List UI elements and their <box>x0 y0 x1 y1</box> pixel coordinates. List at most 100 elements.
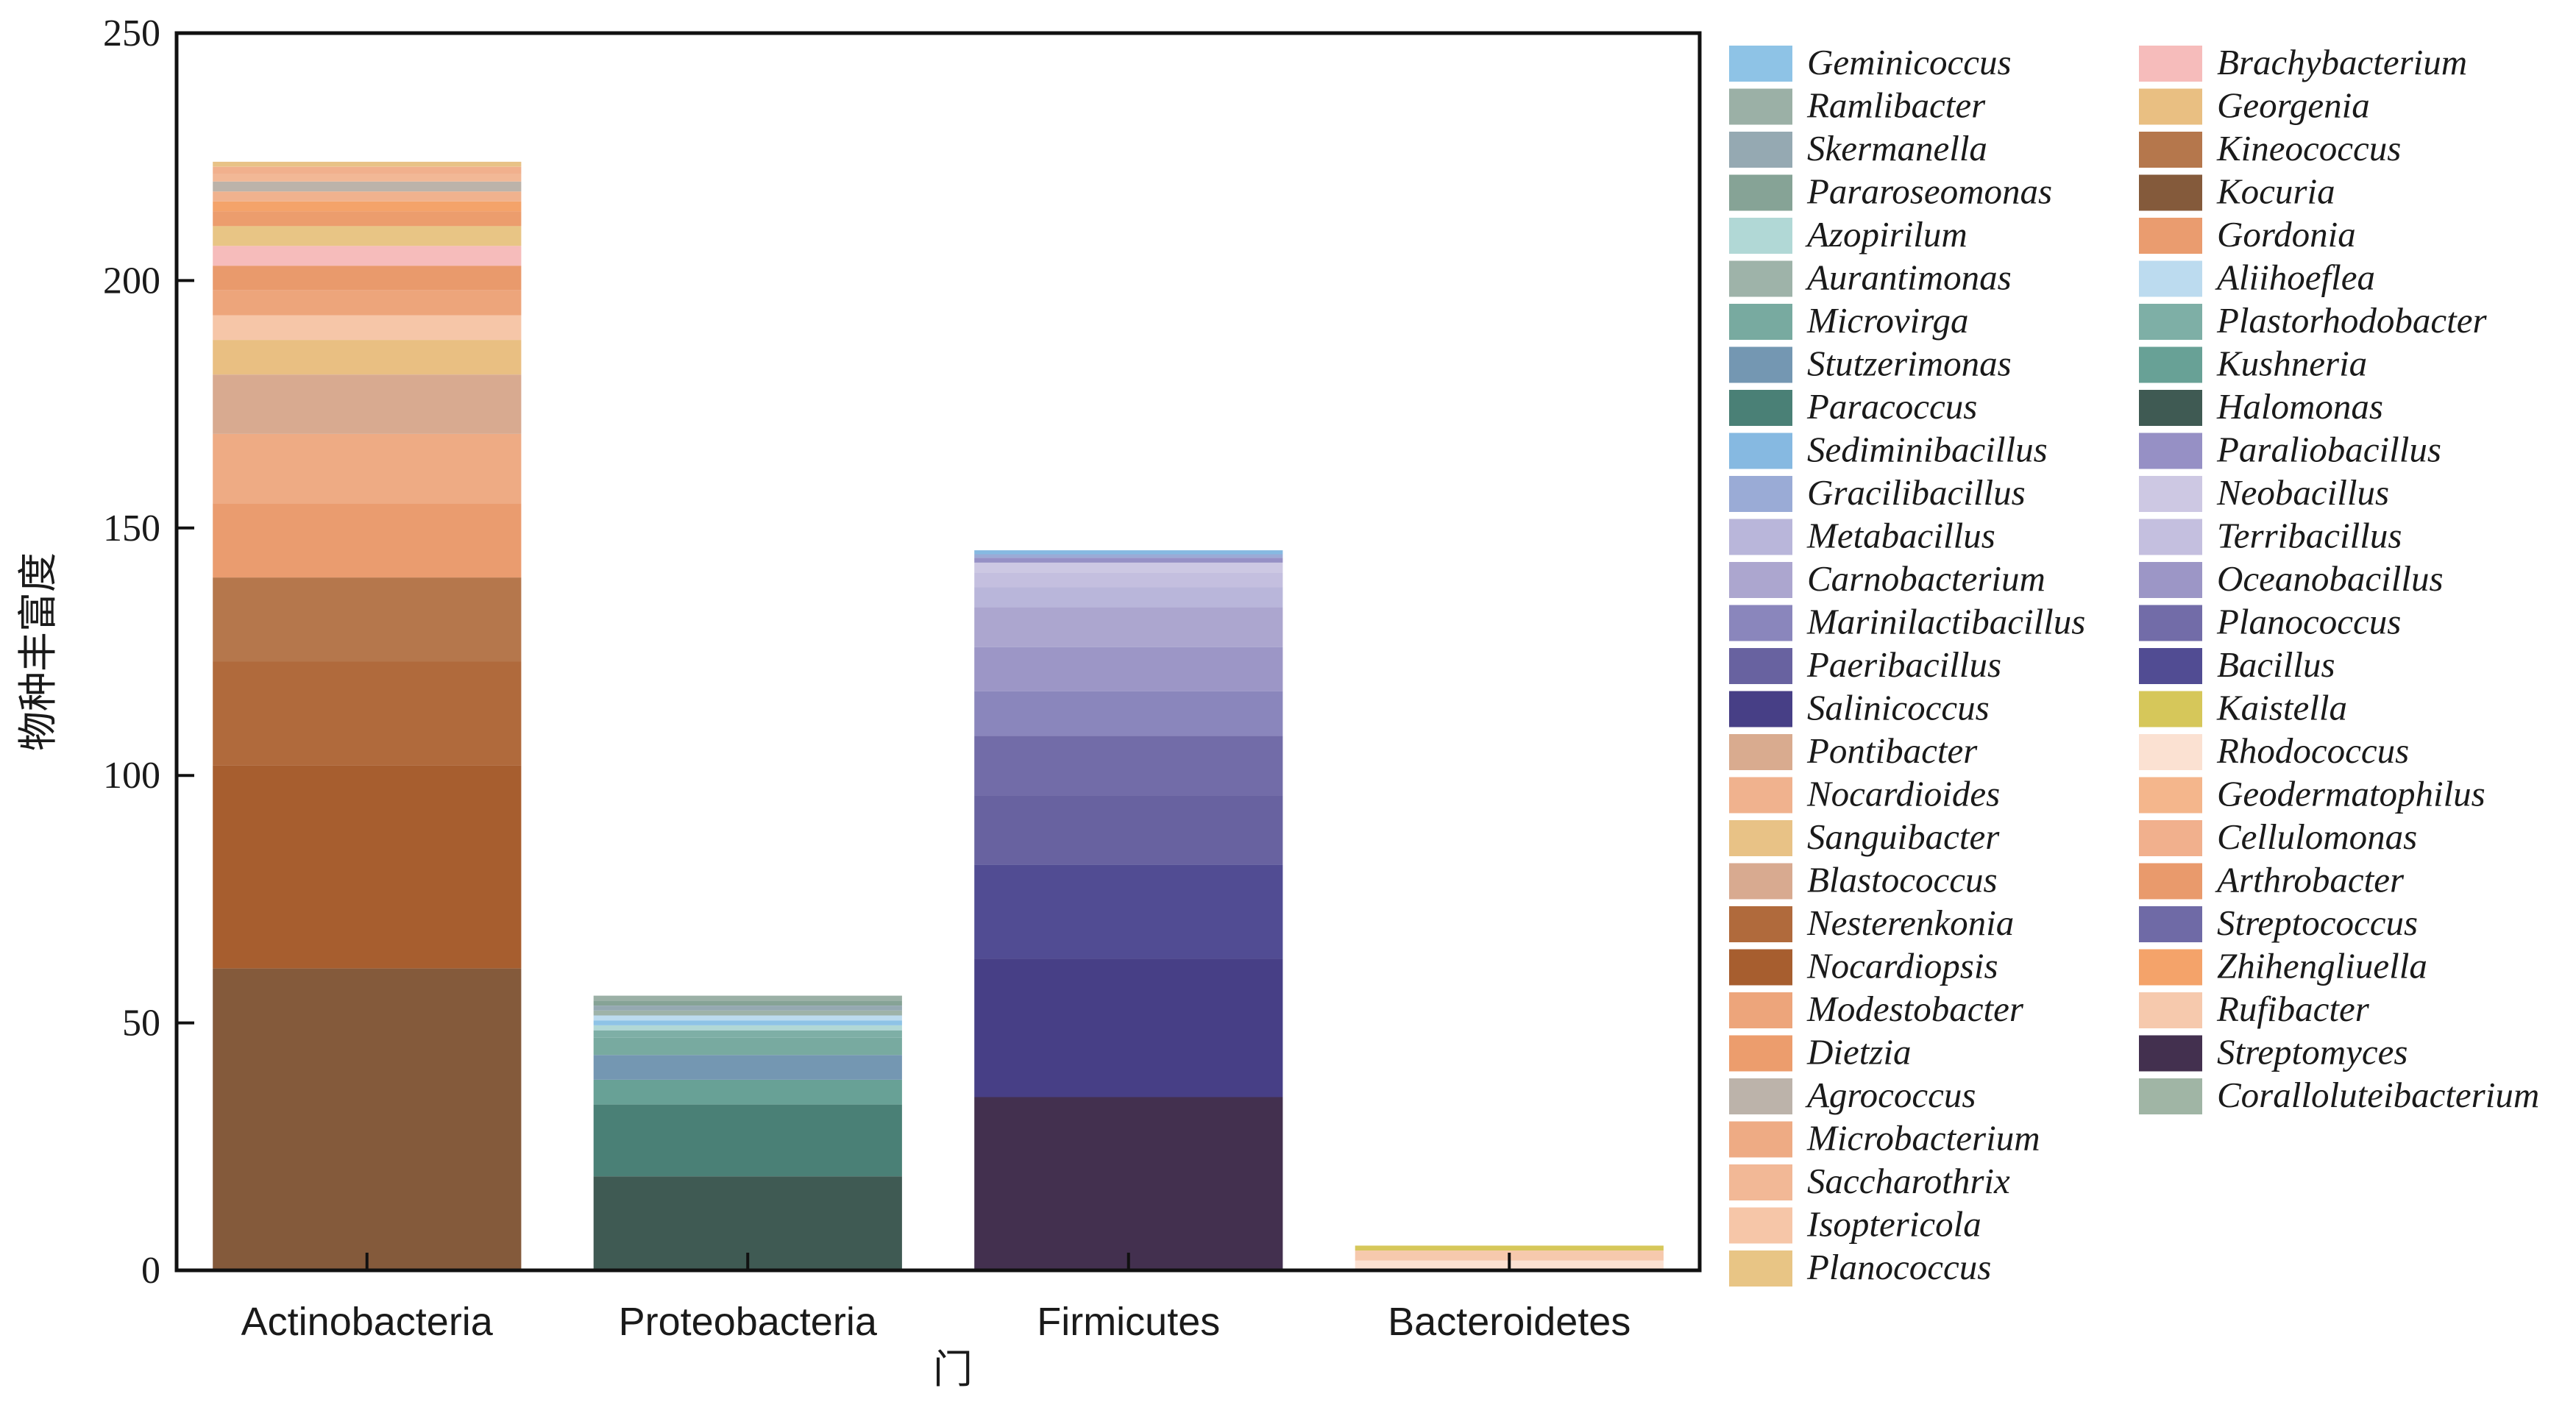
legend-swatch <box>1729 691 1792 727</box>
legend-swatch <box>2139 519 2202 555</box>
legend-label: Neobacillus <box>2216 472 2389 513</box>
legend-item-isoptericola: Isoptericola <box>1729 1204 1981 1245</box>
legend-label: Kocuria <box>2216 171 2335 212</box>
legend-swatch <box>1729 820 1792 856</box>
bar-segment-proteobacteria-aurantimonas <box>593 1010 902 1016</box>
bar-segment-proteobacteria-skermanella <box>593 1006 902 1011</box>
bar-segment-firmicutes-paeribacillus <box>974 795 1283 865</box>
bar-segment-actinobacteria-zhihengliuella <box>213 201 522 212</box>
legend-swatch <box>2139 1035 2202 1072</box>
legend-swatch <box>1729 605 1792 641</box>
legend-label: Geminicoccus <box>1807 42 2012 82</box>
legend-item-streptococcus: Streptococcus <box>2139 903 2418 943</box>
legend-label: Coralloluteibacterium <box>2217 1075 2539 1115</box>
legend-swatch <box>1729 260 1792 297</box>
legend-item-paeribacillus: Paeribacillus <box>1729 644 2001 685</box>
bar-segment-actinobacteria-nesterenkonia <box>213 661 522 766</box>
y-tick-label-100: 100 <box>103 755 160 797</box>
bar-segment-firmicutes-salinicoccus <box>974 958 1283 1097</box>
legend-label: Sediminibacillus <box>1807 430 2048 470</box>
legend-item-nocardiopsis: Nocardiopsis <box>1729 946 1998 986</box>
legend-swatch <box>2139 691 2202 727</box>
legend-swatch <box>1729 519 1792 555</box>
legend-item-halomonas: Halomonas <box>2139 386 2383 427</box>
bar-segment-actinobacteria-blastococcus <box>213 374 522 434</box>
legend-item-skermanella: Skermanella <box>1729 128 1987 168</box>
bar-segment-actinobacteria-brachybacterium <box>213 246 522 266</box>
legend-item-aurantimonas: Aurantimonas <box>1729 257 2012 298</box>
legend-swatch <box>1729 949 1792 986</box>
y-tick-label-0: 0 <box>141 1250 160 1292</box>
legend-swatch <box>2139 863 2202 900</box>
legend-item-blastococcus: Blastococcus <box>1729 860 1998 900</box>
legend-swatch <box>2139 1078 2202 1114</box>
plot-frame <box>174 31 1702 1273</box>
legend-label: Planococcus <box>2216 602 2401 642</box>
legend-item-bacillus: Bacillus <box>2139 644 2335 685</box>
bar-segment-proteobacteria-microvirga <box>593 1037 902 1056</box>
x-tick-label-firmicutes: Firmicutes <box>1037 1300 1220 1344</box>
legend-swatch <box>2139 218 2202 254</box>
bar-segment-proteobacteria-ramlibacter <box>593 995 902 1001</box>
legend-label: Nocardiopsis <box>1806 946 1998 986</box>
legend-item-zhihengliuella: Zhihengliuella <box>2139 946 2427 986</box>
legend-swatch <box>1729 390 1792 426</box>
bar-segment-actinobacteria-microbacterium <box>213 434 522 504</box>
legend-label: Metabacillus <box>1806 516 1995 556</box>
legend-label: Pararoseomonas <box>1806 171 2052 212</box>
legend-swatch <box>2139 992 2202 1028</box>
bar-segment-firmicutes-metabacillus <box>974 587 1283 608</box>
legend-item-pontibacter: Pontibacter <box>1729 730 1978 771</box>
legend-swatch <box>2139 46 2202 82</box>
legend-label: Arthrobacter <box>2215 860 2405 900</box>
legend-label: Gracilibacillus <box>1807 472 2026 513</box>
legend-swatch <box>2139 132 2202 168</box>
legend-label: Gordonia <box>2217 214 2356 255</box>
bar-segment-firmicutes-terribacillus <box>974 572 1283 588</box>
bar-segment-actinobacteria-kocuria <box>213 968 522 1270</box>
legend-label: Modestobacter <box>1806 989 2024 1029</box>
legend-label: Kushneria <box>2216 344 2367 384</box>
legend-swatch <box>2139 304 2202 340</box>
legend-swatch <box>1729 132 1792 168</box>
legend-swatch <box>1729 1121 1792 1158</box>
bar-segment-actinobacteria-cellulomonas <box>213 166 522 174</box>
legend-label: Ramlibacter <box>1806 85 1986 126</box>
legend-swatch <box>2139 562 2202 598</box>
x-tick-label-proteobacteria: Proteobacteria <box>619 1300 878 1344</box>
legend-label: Geodermatophilus <box>2217 774 2485 814</box>
bar-segment-proteobacteria-aliihoeflea <box>593 1015 902 1021</box>
legend-item-sediminibacillus: Sediminibacillus <box>1729 430 2048 470</box>
bar-segment-firmicutes-streptomyces <box>974 1097 1283 1270</box>
bar-segment-proteobacteria-kushneria <box>593 1080 902 1105</box>
legend-label: Oceanobacillus <box>2217 558 2444 599</box>
legend-item-dietzia: Dietzia <box>1729 1032 1912 1072</box>
bar-segment-actinobacteria-sanguibacter <box>213 161 522 167</box>
legend-swatch <box>1729 734 1792 770</box>
bar-segment-firmicutes-sediminibacillus <box>974 550 1283 555</box>
legend-label: Skermanella <box>1807 128 1987 168</box>
legend-item-salinicoccus: Salinicoccus <box>1729 688 1990 728</box>
legend-label: Carnobacterium <box>1807 558 2045 599</box>
legend-swatch <box>2139 949 2202 986</box>
bar-segment-actinobacteria-agrococcus <box>213 181 522 192</box>
bar-segment-proteobacteria-geminicoccus <box>593 1020 902 1025</box>
axis-layer: 0 50 100 150 200 250 Actinobacteria Proteobacte… <box>103 13 1631 1344</box>
legend-label: Georgenia <box>2217 85 2370 126</box>
bar-segment-actinobacteria-georgenia <box>213 340 522 375</box>
legend-label: Paraliobacillus <box>2216 430 2441 470</box>
legend-swatch <box>1729 88 1792 125</box>
bar-segment-firmicutes-carnobacterium <box>974 607 1283 647</box>
legend-item-planococcus: Planococcus <box>2139 602 2401 642</box>
bar-segment-proteobacteria-pararoseomonas <box>593 1000 902 1006</box>
bar-segment-actinobacteria-modestobacter <box>213 290 522 316</box>
legend-item-streptomyces: Streptomyces <box>2139 1032 2408 1072</box>
legend-swatch <box>2139 174 2202 211</box>
legend-item-ramlibacter: Ramlibacter <box>1729 85 1986 126</box>
bar-segment-proteobacteria-paracoccus <box>593 1104 902 1177</box>
legend-item-kushneria: Kushneria <box>2139 344 2367 384</box>
bar-segment-bacteroidetes-kaistella <box>1355 1245 1664 1251</box>
y-tick-label-200: 200 <box>103 260 160 302</box>
bar-segment-firmicutes-gracilibacillus <box>974 554 1283 558</box>
legend-label: Plastorhodobacter <box>2216 300 2488 341</box>
